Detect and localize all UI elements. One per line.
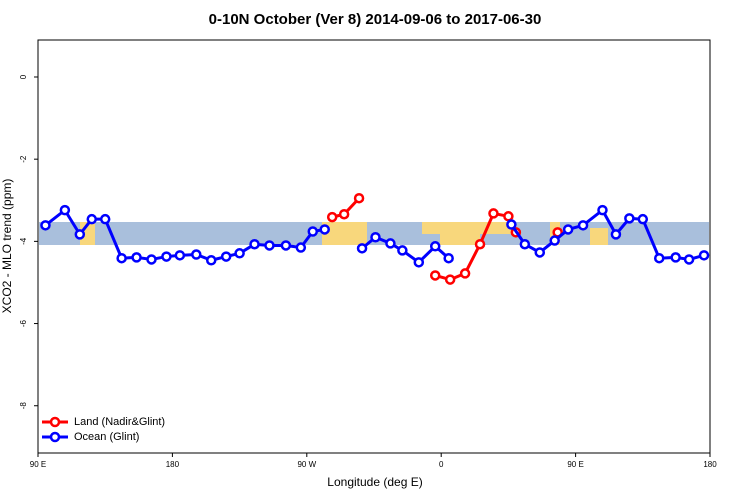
point — [307, 226, 319, 237]
point — [683, 254, 695, 265]
point — [488, 208, 499, 219]
point — [161, 251, 172, 262]
x-tick-label: 90 W — [297, 460, 316, 469]
point — [40, 220, 51, 231]
point — [191, 249, 202, 260]
point — [264, 240, 275, 251]
point — [429, 241, 441, 252]
y-axis-label: XCO2 - MLO trend (ppm) — [0, 179, 14, 314]
point — [624, 213, 635, 224]
legend-label: Land (Nadir&Glint) — [74, 416, 165, 428]
land-patch — [322, 222, 367, 245]
point — [319, 224, 330, 235]
point — [205, 255, 217, 266]
x-tick-label: 90 E — [567, 460, 583, 469]
point — [519, 238, 531, 250]
point — [597, 204, 608, 216]
point — [99, 213, 111, 225]
x-tick-label: 180 — [703, 460, 717, 469]
land-patch — [440, 234, 480, 245]
point — [326, 211, 338, 223]
y-tick-label: -8 — [19, 402, 28, 410]
point — [353, 192, 365, 204]
legend-marker — [49, 431, 61, 443]
x-tick-label: 180 — [166, 460, 180, 469]
point — [429, 270, 441, 281]
point — [577, 220, 589, 231]
x-axis-label: Longitude (deg E) — [327, 475, 422, 489]
y-tick-label: -6 — [19, 319, 28, 327]
plot-frame — [37, 39, 711, 454]
point — [534, 247, 546, 258]
y-tick-label: -4 — [19, 237, 28, 245]
chart-title: 0-10N October (Ver 8) 2014-09-06 to 2017… — [209, 11, 542, 28]
land-patch — [590, 228, 608, 245]
point — [174, 250, 186, 261]
land-patch — [422, 222, 514, 234]
point — [249, 238, 260, 250]
point — [670, 252, 681, 263]
point — [444, 274, 456, 285]
point — [234, 248, 245, 259]
point — [443, 252, 454, 264]
point — [653, 252, 665, 264]
point — [413, 257, 425, 268]
point — [506, 219, 517, 230]
point — [131, 252, 142, 263]
legend-marker — [49, 416, 61, 428]
point — [338, 208, 350, 220]
point — [86, 213, 98, 225]
point — [549, 235, 560, 246]
x-tick-label: 90 E — [30, 460, 46, 469]
point — [370, 232, 381, 243]
point — [280, 240, 292, 251]
point — [637, 213, 649, 225]
point — [610, 229, 622, 240]
point — [356, 243, 368, 254]
y-tick-label: -2 — [19, 155, 28, 163]
point — [295, 242, 307, 253]
y-tick-label: 0 — [19, 74, 28, 79]
point — [503, 211, 514, 222]
point — [59, 204, 71, 216]
point — [474, 238, 486, 250]
point — [459, 268, 471, 279]
x-tick-label: 0 — [439, 460, 444, 469]
point — [562, 224, 574, 235]
point — [74, 229, 86, 240]
point — [385, 238, 396, 249]
point — [146, 254, 157, 265]
point — [220, 251, 232, 262]
legend-label: Ocean (Glint) — [74, 431, 139, 443]
point — [116, 252, 127, 264]
point — [698, 250, 710, 261]
point — [397, 245, 408, 256]
